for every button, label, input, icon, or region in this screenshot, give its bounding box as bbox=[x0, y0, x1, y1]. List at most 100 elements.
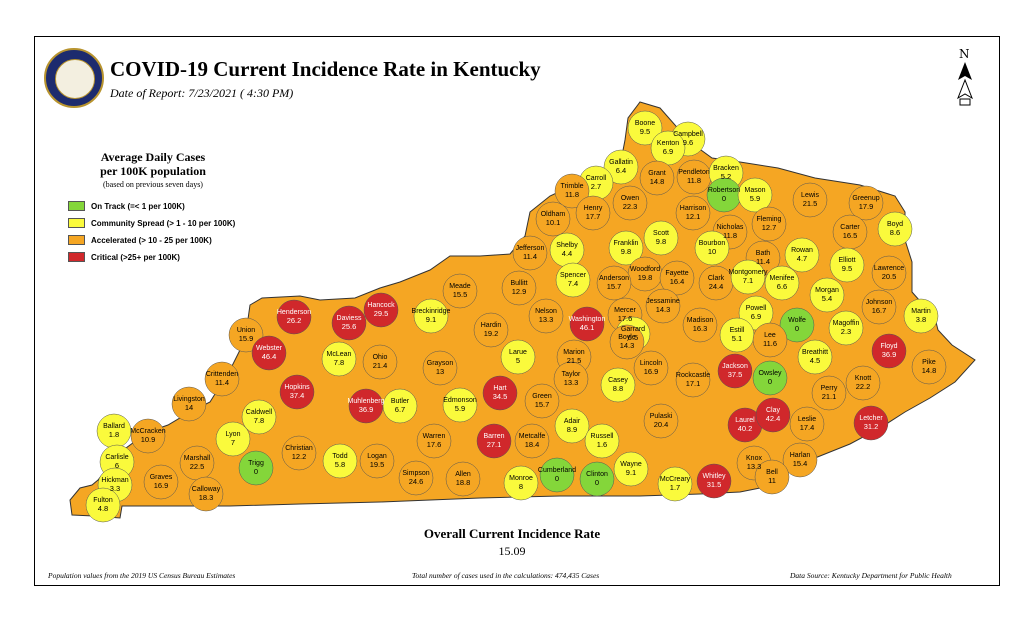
county-rate: 9.1 bbox=[625, 468, 637, 477]
county-meade-fill bbox=[442, 273, 478, 309]
legend-title: Average Daily Cases per 100K population bbox=[100, 150, 206, 178]
county-name: Harrison bbox=[679, 205, 707, 212]
county-name: Grayson bbox=[426, 360, 454, 367]
county-trigg: Trigg 0 bbox=[248, 460, 264, 476]
county-name: Pike bbox=[922, 359, 936, 366]
county-name: Montgomery bbox=[728, 269, 768, 276]
county-butler-fill bbox=[382, 388, 418, 424]
county-name: Letcher bbox=[859, 415, 883, 422]
county-rate: 22.5 bbox=[189, 462, 205, 471]
county-grant: Grant 14.8 bbox=[648, 170, 666, 186]
county-name: Fayette bbox=[665, 270, 689, 277]
county-rate: 9.6 bbox=[682, 138, 694, 147]
county-knott: Knott 22.2 bbox=[855, 375, 871, 391]
county-leslie-fill bbox=[789, 406, 825, 442]
county-name: Meade bbox=[449, 283, 471, 290]
county-magoffin: Magoffin 2.3 bbox=[833, 320, 860, 336]
county-crittenden-fill bbox=[204, 361, 240, 397]
county-rate: 19.5 bbox=[369, 460, 385, 469]
county-name: Whitley bbox=[702, 473, 726, 480]
county-menifee: Menifee 6.6 bbox=[770, 275, 795, 291]
county-rate: 24.4 bbox=[708, 282, 724, 291]
county-name: Hardin bbox=[480, 322, 502, 329]
overall-rate-label: Overall Current Incidence Rate bbox=[423, 526, 601, 541]
county-mercer: Mercer 17.6 bbox=[614, 307, 636, 323]
county-name: Lawrence bbox=[873, 265, 905, 272]
county-hopkins: Hopkins 37.4 bbox=[284, 384, 309, 400]
county-jefferson-fill bbox=[512, 235, 548, 271]
county-rate: 12.9 bbox=[511, 287, 527, 296]
county-casey-fill bbox=[600, 367, 636, 403]
county-rate: 6.9 bbox=[662, 147, 674, 156]
county-name: Leslie bbox=[797, 416, 817, 423]
county-name: Hopkins bbox=[284, 384, 310, 391]
county-magoffin-fill bbox=[828, 310, 864, 346]
county-rate: 14 bbox=[184, 403, 194, 412]
county-rate: 6.6 bbox=[776, 282, 788, 291]
county-mclean-fill bbox=[321, 341, 357, 377]
county-rate: 9.5 bbox=[841, 264, 853, 273]
county-name: Robertson bbox=[707, 187, 741, 194]
county-rate: 16.4 bbox=[669, 277, 685, 286]
county-rate: 21.1 bbox=[821, 392, 837, 401]
county-rate: 9.8 bbox=[620, 247, 632, 256]
county-perry: Perry 21.1 bbox=[821, 385, 838, 401]
county-meade: Meade 15.5 bbox=[449, 283, 470, 299]
county-johnson: Johnson 16.7 bbox=[866, 299, 892, 315]
county-monroe-fill bbox=[503, 465, 539, 501]
county-rowan: Rowan 4.7 bbox=[791, 247, 813, 263]
county-rate: 7.8 bbox=[333, 358, 345, 367]
legend-swatch bbox=[68, 218, 85, 228]
county-name: Woodford bbox=[629, 266, 661, 273]
county-logan: Logan 19.5 bbox=[367, 453, 386, 469]
county-clinton: Clinton 0 bbox=[586, 471, 608, 487]
county-name: Bath bbox=[755, 250, 771, 257]
county-anderson: Anderson 15.7 bbox=[599, 275, 629, 291]
county-name: Garrard bbox=[620, 326, 646, 333]
county-rate: 3.3 bbox=[109, 484, 121, 493]
county-name: Monroe bbox=[509, 475, 533, 482]
county-rate: 9.8 bbox=[655, 237, 667, 246]
county-rate: 9.5 bbox=[639, 127, 651, 136]
county-perry-fill bbox=[811, 375, 847, 411]
county-estill: Estill 5.1 bbox=[730, 327, 745, 343]
county-name: Estill bbox=[729, 327, 745, 334]
county-name: Larue bbox=[509, 349, 527, 356]
county-owen-fill bbox=[612, 185, 648, 221]
county-rate: 6.4 bbox=[615, 166, 627, 175]
overall-rate-value: 15.09 bbox=[498, 544, 526, 558]
county-rate: 5.1 bbox=[731, 334, 743, 343]
county-clay: Clay 42.4 bbox=[766, 407, 781, 423]
county-name: Taylor bbox=[561, 371, 581, 378]
county-rate: 8.8 bbox=[612, 384, 624, 393]
svg-text:N: N bbox=[959, 47, 970, 61]
county-todd: Todd 5.8 bbox=[332, 453, 347, 469]
county-lewis-fill bbox=[792, 182, 828, 218]
county-casey: Casey 8.8 bbox=[608, 377, 628, 393]
kentucky-seal-logo bbox=[44, 48, 104, 108]
county-name: Clinton bbox=[586, 471, 608, 478]
county-boyle-fill bbox=[609, 324, 645, 360]
county-rate: 21.5 bbox=[566, 356, 582, 365]
county-rate: 26.2 bbox=[286, 316, 302, 325]
county-name: Ballard bbox=[103, 423, 125, 430]
county-rate: 17.7 bbox=[585, 212, 601, 221]
county-boone: Boone 9.5 bbox=[635, 120, 655, 136]
county-livingston-fill bbox=[171, 386, 207, 422]
county-franklin-fill bbox=[608, 230, 644, 266]
county-washington: Washington 46.1 bbox=[569, 316, 606, 332]
county-simpson-fill bbox=[398, 460, 434, 496]
county-rate: 8.9 bbox=[566, 425, 578, 434]
county-henderson-fill bbox=[276, 299, 312, 335]
county-madison-fill bbox=[682, 307, 718, 343]
county-menifee-fill bbox=[764, 265, 800, 301]
county-rate: 24.6 bbox=[408, 477, 424, 486]
county-pulaski-fill bbox=[643, 403, 679, 439]
county-franklin: Franklin 9.8 bbox=[614, 240, 639, 256]
county-rate: 19.8 bbox=[637, 273, 653, 282]
county-fayette: Fayette 16.4 bbox=[665, 270, 688, 286]
county-rate: 7.4 bbox=[567, 279, 579, 288]
county-rate: 36.9 bbox=[881, 350, 897, 359]
county-name: Green bbox=[532, 393, 552, 400]
county-mccracken: McCracken 10.9 bbox=[130, 428, 165, 444]
